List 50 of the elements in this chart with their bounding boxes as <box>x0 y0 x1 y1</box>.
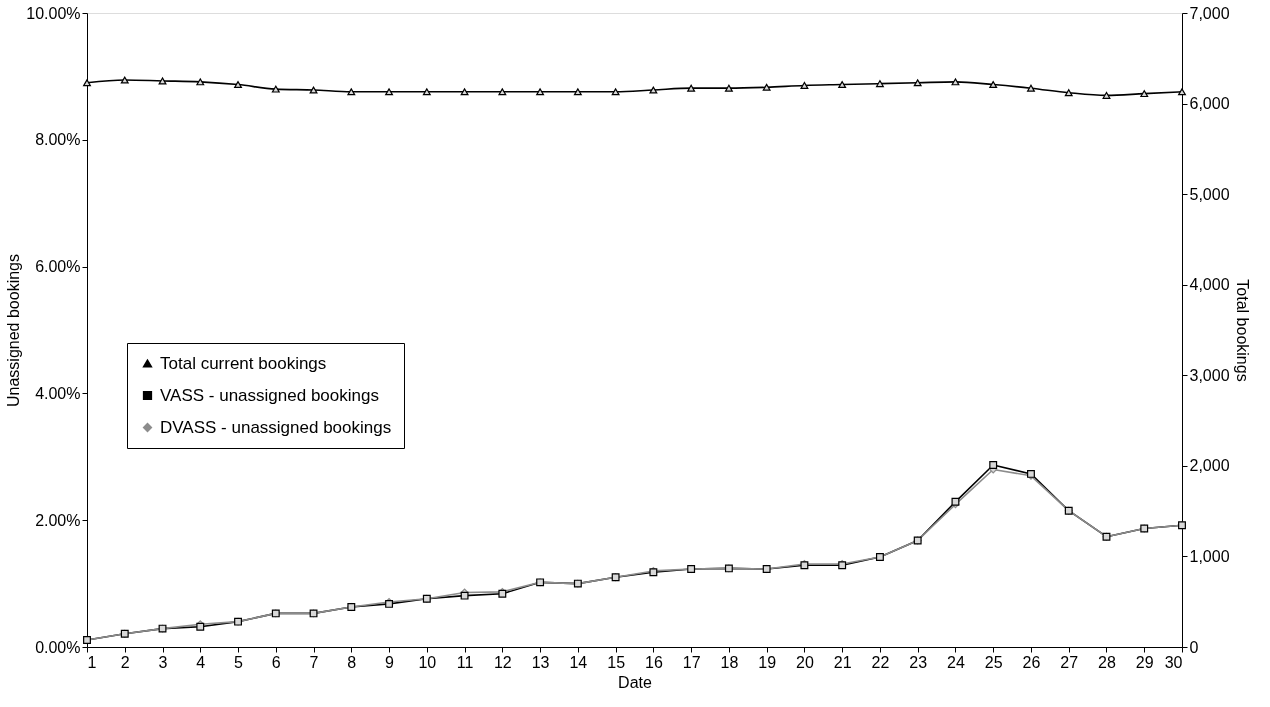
x-tick-label: 8 <box>347 653 357 671</box>
legend-label: VASS - unassigned bookings <box>160 385 379 405</box>
legend-label: DVASS - unassigned bookings <box>160 417 392 437</box>
x-tick-label: 10 <box>418 653 437 671</box>
x-axis-title: Date <box>618 673 652 691</box>
x-tick-label: 16 <box>644 653 663 671</box>
x-tick-label: 29 <box>1135 653 1154 671</box>
x-tick-label: 12 <box>493 653 512 671</box>
x-tick-label: 4 <box>196 653 206 671</box>
y2-tick-label: 1,000 <box>1189 547 1230 565</box>
y-tick-label: 0.00% <box>35 638 81 656</box>
x-tick-label: 19 <box>758 653 777 671</box>
x-tick-label: 26 <box>1022 653 1041 671</box>
x-tick-label: 24 <box>947 653 965 671</box>
x-tick-label: 11 <box>456 653 474 671</box>
x-tick-label: 21 <box>833 653 852 671</box>
x-tick-label: 17 <box>682 653 701 671</box>
y-tick-label: 4.00% <box>35 384 81 402</box>
y2-tick-label: 5,000 <box>1189 185 1230 203</box>
y2-tick-label: 7,000 <box>1189 4 1230 22</box>
y2-tick-label: 2,000 <box>1189 457 1230 475</box>
x-tick-label: 25 <box>984 653 1003 671</box>
y-tick-label: 10.00% <box>26 4 81 22</box>
x-tick-label: 5 <box>234 653 244 671</box>
y-axis-title: Unassigned bookings <box>5 254 23 407</box>
x-tick-label: 15 <box>607 653 626 671</box>
x-tick-label: 20 <box>796 653 814 671</box>
x-tick-label: 18 <box>720 653 739 671</box>
x-tick-label: 27 <box>1060 653 1079 671</box>
x-tick-label: 13 <box>531 653 550 671</box>
y-tick-label: 2.00% <box>35 511 81 529</box>
x-tick-label: 3 <box>158 653 168 671</box>
y2-tick-label: 6,000 <box>1189 95 1230 113</box>
x-tick-label: 1 <box>87 653 97 671</box>
x-tick-label: 14 <box>569 653 588 671</box>
x-tick-label: 2 <box>120 653 130 671</box>
x-tick-label: 7 <box>309 653 319 671</box>
y-tick-label: 6.00% <box>35 258 81 276</box>
legend-label: Total current bookings <box>160 353 327 373</box>
y-tick-label: 8.00% <box>35 131 81 149</box>
x-tick-label: 6 <box>271 653 281 671</box>
y2-tick-label: 3,000 <box>1189 366 1230 384</box>
x-tick-label: 30 <box>1164 653 1183 671</box>
y2-tick-label: 4,000 <box>1189 276 1230 294</box>
x-tick-label: 23 <box>909 653 928 671</box>
x-tick-label: 9 <box>385 653 395 671</box>
y2-tick-label: 0 <box>1189 638 1199 656</box>
y2-axis-title: Total bookings <box>1233 279 1251 382</box>
x-tick-label: 28 <box>1098 653 1116 671</box>
x-tick-label: 22 <box>871 653 890 671</box>
